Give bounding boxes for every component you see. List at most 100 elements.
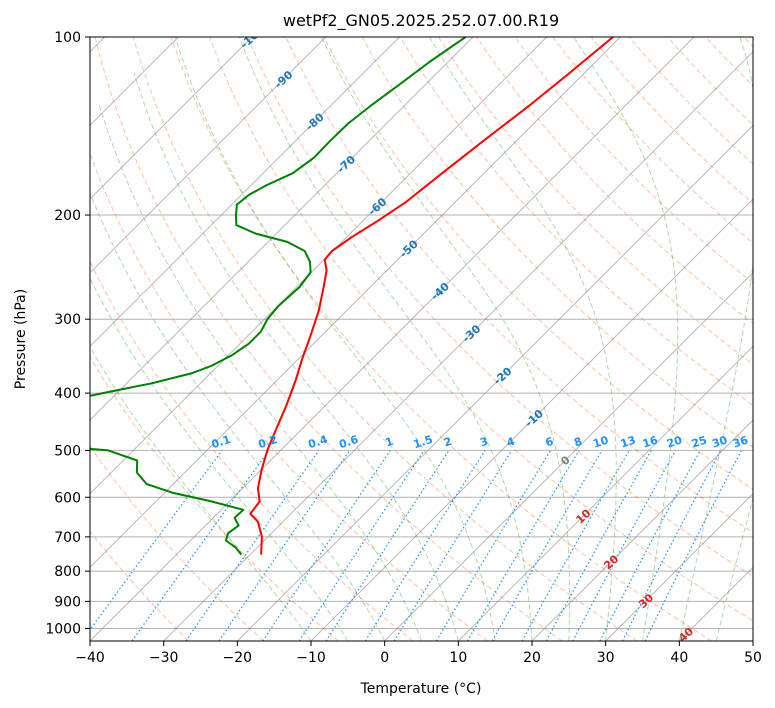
x-tick-label: −10: [296, 650, 326, 666]
moist-adiabat: [429, 37, 617, 641]
mixing-ratio-label: 3: [478, 435, 489, 450]
mixing-ratio-line: [90, 450, 223, 631]
line-labels: 0.1 0.2 0.4 0.6 1 1.5 2 3 4 6 8 10 13 16 20 25 30 36-100-…: [210, 37, 750, 641]
isotherm: [90, 37, 474, 421]
dry-adiabat: [667, 37, 753, 126]
y-tick-label: 600: [54, 490, 81, 506]
isotherm: [531, 419, 753, 641]
x-tick-label: 50: [744, 650, 762, 666]
isotherm: [384, 271, 753, 641]
x-tick-label: 10: [449, 650, 467, 666]
x-tick-label: 30: [597, 650, 615, 666]
chart-title: wetPf2_GN05.2025.252.07.00.R19: [283, 11, 559, 31]
mixing-ratio-line: [393, 450, 513, 641]
mixing-ratio-label: 10: [591, 433, 610, 450]
isotherm: [310, 198, 753, 641]
dry-adiabat: [94, 37, 563, 641]
dry-adiabat: [170, 37, 712, 641]
mixing-ratio-line: [298, 450, 425, 641]
dry-adiabat: [705, 37, 753, 87]
mixing-ratio-line: [466, 450, 580, 641]
isotherm: [90, 37, 327, 274]
isotherm: [90, 37, 400, 348]
x-axis-label: Temperature (°C): [360, 681, 482, 697]
mixing-ratio-line: [262, 450, 391, 641]
mixing-ratio-label: 1.5: [412, 433, 435, 451]
dewpoint-line: [90, 37, 467, 556]
dry-adiabat: [437, 37, 753, 365]
isotherm: [90, 37, 621, 569]
dry-adiabat: [743, 37, 753, 48]
mixing-ratio-line: [435, 450, 552, 641]
mixing-ratio-label: 4: [505, 435, 517, 450]
isotherm: [236, 124, 753, 641]
isotherm: [752, 640, 753, 641]
mixing-ratio-line: [521, 450, 630, 641]
isotherm: [163, 50, 753, 641]
x-tick-label: 0: [380, 650, 389, 666]
plot-area: [90, 37, 753, 641]
moist-adiabat: [98, 104, 422, 641]
mixing-ratio-line: [185, 450, 320, 641]
isotherm: [605, 492, 753, 641]
isotherm: [90, 37, 695, 641]
dry-adiabat: [90, 356, 339, 641]
y-tick-label: 500: [54, 443, 81, 459]
mixing-ratio-label: 30: [710, 433, 729, 450]
y-tick-label: 700: [54, 530, 81, 546]
mixing-ratio-line: [644, 450, 743, 641]
mixing-ratio-label: 8: [572, 435, 583, 450]
moist-adiabat: [174, 37, 496, 641]
moist-adiabat: [238, 37, 533, 641]
mixing-ratio-label: 16: [641, 433, 660, 450]
mixing-ratio-line: [545, 450, 652, 641]
y-axis: 100 200 300 400 500 600 700 800 900 1000: [45, 30, 90, 637]
isotherm: [90, 37, 548, 495]
moist-adiabat: [321, 37, 571, 641]
mixing-ratio-line: [325, 450, 450, 641]
y-axis-label: Pressure (hPa): [13, 289, 29, 389]
mixing-ratio-line: [572, 450, 677, 641]
mixing-ratio-label: 1: [384, 435, 395, 450]
mixing-ratio-label: 0.1: [210, 433, 233, 451]
isotherm: [90, 37, 253, 200]
x-tick-label: 20: [523, 650, 541, 666]
isotherm: [457, 345, 753, 641]
y-tick-label: 100: [54, 30, 81, 46]
y-tick-label: 200: [54, 208, 81, 224]
moist-adiabat: [715, 496, 753, 641]
mixing-ratio-label: 25: [690, 434, 709, 451]
mixing-ratio-label: 20: [665, 433, 684, 450]
moist-adiabat: [90, 277, 349, 641]
dry-adiabat: [90, 445, 264, 641]
mixing-ratio-label: 0.4: [307, 433, 330, 451]
y-tick-label: 900: [54, 594, 81, 610]
x-axis: −40 −30 −20 −10 0 10 20 30 40 50: [75, 641, 762, 666]
mixing-ratio-label: 13: [619, 434, 638, 451]
x-tick-label: −20: [223, 650, 253, 666]
mixing-ratio-label: 0.2: [257, 433, 280, 451]
mixing-ratio-line: [599, 450, 701, 641]
dry-adiabat: [132, 37, 638, 641]
dry-adiabat: [209, 37, 753, 622]
dry-adiabat: [90, 260, 414, 641]
mixing-ratio-line: [131, 450, 270, 641]
y-tick-label: 400: [54, 386, 81, 402]
x-tick-label: 40: [670, 650, 688, 666]
dry-adiabat: [514, 37, 753, 284]
x-tick-label: −30: [149, 650, 179, 666]
mixing-ratio-label: 6: [544, 435, 556, 450]
dry-adiabat: [590, 37, 753, 205]
dry-adiabat: [399, 37, 753, 407]
moist-adiabat: [678, 37, 753, 641]
mixing-ratio-label: 2: [442, 435, 453, 450]
moist-adiabat: [90, 346, 312, 641]
x-tick-label: −40: [75, 650, 105, 666]
dry-adiabat: [323, 37, 753, 491]
mixing-ratio-line: [218, 450, 351, 641]
y-tick-label: 1000: [45, 621, 81, 637]
y-tick-label: 800: [54, 564, 81, 580]
moist-adiabat: [133, 72, 459, 641]
plot-frame: [89, 36, 754, 642]
